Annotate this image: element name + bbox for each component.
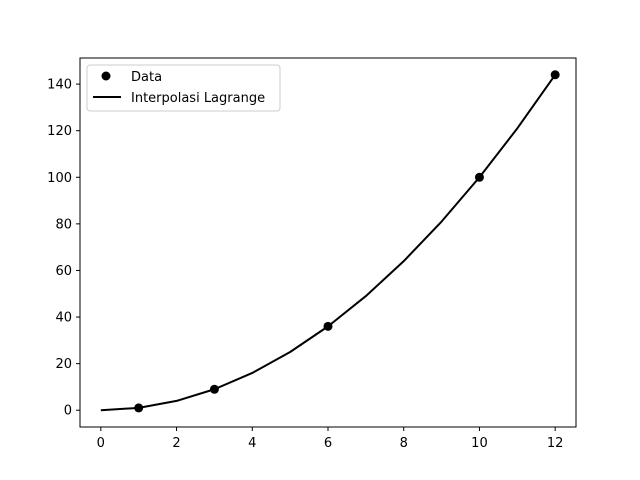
legend-label-data: Data	[131, 70, 162, 85]
x-tick-label: 10	[471, 436, 488, 451]
y-tick-label: 140	[47, 78, 72, 93]
x-axis: 0 2 4 6 8 10 12	[97, 427, 564, 451]
series-line-interpolation	[100, 74, 556, 412]
plot-frame	[79, 57, 577, 428]
legend: Data Interpolasi Lagrange	[86, 64, 281, 112]
y-tick-label: 60	[55, 264, 72, 279]
x-tick-label: 12	[547, 436, 564, 451]
y-tick-label: 80	[55, 217, 72, 232]
data-point	[550, 70, 560, 80]
legend-box	[86, 64, 281, 112]
y-tick-label: 20	[55, 357, 72, 372]
data-point	[323, 321, 333, 331]
y-tick-label: 100	[47, 171, 72, 186]
x-tick-label: 2	[172, 436, 180, 451]
data-point	[134, 403, 144, 413]
series-layer	[100, 70, 560, 413]
x-tick-label: 4	[248, 436, 256, 451]
data-point	[209, 384, 219, 394]
x-tick-label: 6	[324, 436, 332, 451]
x-tick-label: 0	[97, 436, 105, 451]
legend-label-interpolation: Interpolasi Lagrange	[131, 91, 265, 106]
y-tick-label: 0	[64, 404, 72, 419]
data-point	[474, 172, 484, 182]
legend-marker-data	[101, 71, 111, 81]
y-tick-label: 40	[55, 311, 72, 326]
y-axis: 0 20 40 60 80 100 120 140	[47, 78, 80, 419]
y-tick-label: 120	[47, 124, 72, 139]
x-tick-label: 8	[400, 436, 408, 451]
